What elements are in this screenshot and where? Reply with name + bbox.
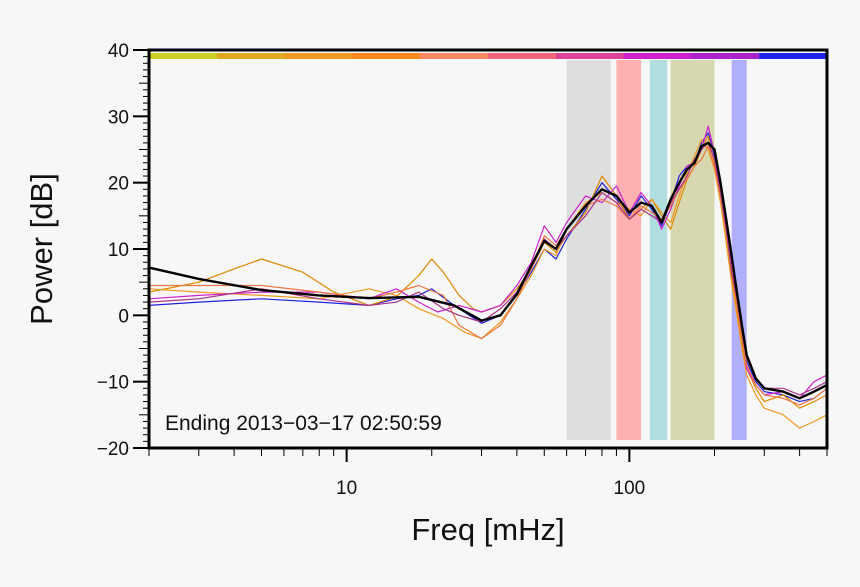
y-tick-label: 0	[118, 306, 129, 327]
top-band-segment-5	[420, 53, 489, 59]
top-band-segment-2	[216, 53, 286, 59]
y-tick-label: 40	[108, 41, 129, 62]
shaded-band-5	[731, 60, 747, 440]
y-tick-label: 20	[108, 174, 129, 195]
top-band-segment-1	[149, 53, 218, 59]
x-tick-label: 100	[614, 478, 646, 499]
top-color-band	[149, 53, 828, 59]
shaded-band-3	[649, 60, 668, 440]
y-axis-title: Power [dB]	[24, 173, 59, 325]
shaded-band-4	[670, 60, 715, 440]
x-tick-label: 10	[336, 478, 357, 499]
y-tick-label: −20	[97, 439, 129, 460]
series-line-4	[148, 139, 828, 429]
shaded-bands	[566, 60, 747, 440]
plot-background	[149, 50, 827, 448]
shaded-band-2	[616, 60, 642, 440]
y-axis: −20 −10 0 10 20 30 40	[97, 41, 149, 460]
x-axis-title: Freq [mHz]	[411, 512, 564, 547]
y-tick-label: −10	[97, 373, 129, 394]
series-lines	[148, 125, 828, 429]
top-band-segment-8	[623, 53, 692, 59]
shaded-band-1	[566, 60, 611, 440]
top-band-segment-7	[555, 53, 625, 59]
top-band-segment-3	[284, 53, 353, 59]
ending-timestamp-annotation: Ending 2013−03−17 02:50:59	[165, 412, 442, 435]
top-band-segment-4	[352, 53, 421, 59]
series-line-1	[148, 141, 828, 400]
top-band-segment-10	[759, 53, 828, 59]
top-band-segment-9	[691, 53, 760, 59]
series-line-6	[149, 145, 828, 406]
x-axis: 10 100	[148, 448, 828, 499]
y-tick-label: 10	[108, 240, 129, 261]
y-tick-label: 30	[108, 107, 129, 128]
top-band-segment-6	[488, 53, 557, 59]
